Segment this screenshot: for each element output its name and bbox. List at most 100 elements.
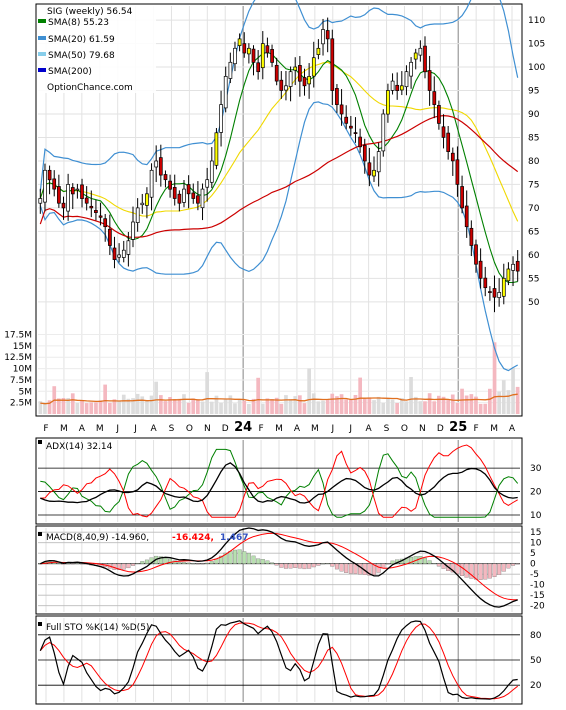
candle-body [325, 30, 330, 40]
adx-title: ADX(14) 32.14 [46, 442, 113, 452]
macd-histogram-bar [228, 550, 233, 564]
volume-bar [98, 400, 103, 414]
macd-histogram-bar [256, 558, 261, 564]
macd-histogram-bar [330, 563, 335, 567]
candle-body [506, 268, 511, 282]
volume-bar [321, 400, 325, 414]
volume-bar [247, 404, 251, 414]
volume-bar [108, 402, 112, 414]
volume-bar [66, 398, 70, 414]
x-tick-label: D [437, 424, 444, 434]
candle-body [140, 202, 145, 206]
candle-body [242, 43, 247, 54]
candle-body [89, 205, 94, 209]
macd-histogram-bar [376, 563, 381, 573]
candle-body [163, 174, 168, 181]
volume-bar [413, 396, 418, 414]
volume-bar [367, 397, 372, 414]
candle-body [418, 47, 423, 56]
macd-title-value-3: 1.467 [220, 533, 248, 543]
legend-sma20: SMA(20) 61.59 [48, 35, 115, 45]
candle-body [135, 207, 140, 223]
candle-body [381, 113, 386, 152]
candle-body [316, 47, 321, 55]
volume-bar [135, 393, 140, 414]
x-tick-label: M [311, 424, 319, 434]
volume-bar [446, 399, 450, 414]
volume-bar [84, 403, 89, 414]
macd-histogram-bar [75, 563, 80, 565]
volume-bar [464, 395, 469, 414]
candle-body [311, 57, 316, 77]
candle-body [321, 29, 325, 45]
volume-bar [400, 398, 404, 414]
volume-bar [177, 398, 182, 414]
candle-body [214, 132, 219, 166]
x-tick-label: 25 [449, 420, 467, 435]
volume-bar [256, 377, 260, 414]
macd-histogram-bar [334, 563, 339, 570]
candle-body [358, 136, 362, 148]
candle-body [61, 202, 66, 209]
price-tick-label: 65 [528, 227, 539, 237]
x-tick-label: D [222, 424, 229, 434]
candle-body [265, 45, 270, 54]
legend-box [38, 5, 156, 93]
macd-histogram-bar [70, 563, 75, 565]
macd-histogram-bar [121, 563, 126, 570]
candle-body [233, 47, 237, 65]
candle-body [126, 240, 131, 255]
candle-body [511, 263, 515, 271]
candle-body [307, 76, 311, 85]
bollinger-upper [39, 0, 519, 192]
macd-histogram-bar [418, 556, 423, 564]
volume-bar [265, 398, 270, 414]
macd-histogram-bar [501, 563, 506, 572]
price-tick-label: 70 [528, 204, 540, 214]
volume-tick-label: 2.5M [10, 399, 32, 409]
macd-histogram-bar [163, 557, 168, 564]
macd-tick-label: 15 [530, 528, 541, 538]
macd-histogram-bar [436, 563, 441, 567]
macd-histogram-bar [390, 560, 395, 564]
legend-swatch-sma50 [38, 52, 46, 56]
volume-bar [145, 400, 149, 414]
axis-ticks: F M A M J J A S O N D 24 F M A M J J A S O N D 25 F M A50556065707… [4, 16, 545, 691]
candle-body [66, 184, 70, 212]
volume-bar [219, 402, 223, 414]
macd-histogram-bar [506, 563, 511, 569]
macd-histogram-bar [195, 563, 200, 565]
macd-histogram-bar [223, 552, 228, 564]
volume-bar [196, 399, 200, 414]
volume-bar [488, 388, 492, 414]
volume-bar [353, 395, 358, 414]
candle-body [441, 126, 446, 138]
candle-body [228, 61, 233, 79]
volume-bar [159, 395, 163, 414]
macd-title-value-2: -16.424, [172, 533, 214, 543]
macd-histogram-bar [260, 559, 265, 564]
volume-bar [483, 403, 488, 414]
macd-histogram-bar [469, 563, 474, 579]
candle-body [404, 71, 409, 88]
legend-swatch-sma20 [38, 36, 46, 40]
candle-body [478, 260, 483, 279]
volume-bar [191, 398, 196, 414]
candle-body [121, 249, 126, 258]
legend-sma50: SMA(50) 79.68 [48, 51, 115, 61]
macd-histogram-bar [367, 563, 372, 576]
volume-bar [149, 395, 154, 414]
macd-histogram-bar [478, 563, 483, 580]
volume-bar [492, 342, 497, 414]
macd-histogram-bar [432, 563, 437, 564]
macd-tick-label: 0 [530, 560, 536, 570]
volume-bar [432, 401, 437, 414]
volume-bar [386, 398, 390, 414]
volume-bar [284, 395, 288, 414]
candle-body [362, 145, 367, 162]
volume-bar [506, 390, 511, 414]
volume-bar [376, 396, 381, 414]
macd-histogram-bar [325, 563, 330, 564]
macd-histogram-bar [483, 563, 488, 580]
macd-histogram-bar [372, 563, 377, 575]
